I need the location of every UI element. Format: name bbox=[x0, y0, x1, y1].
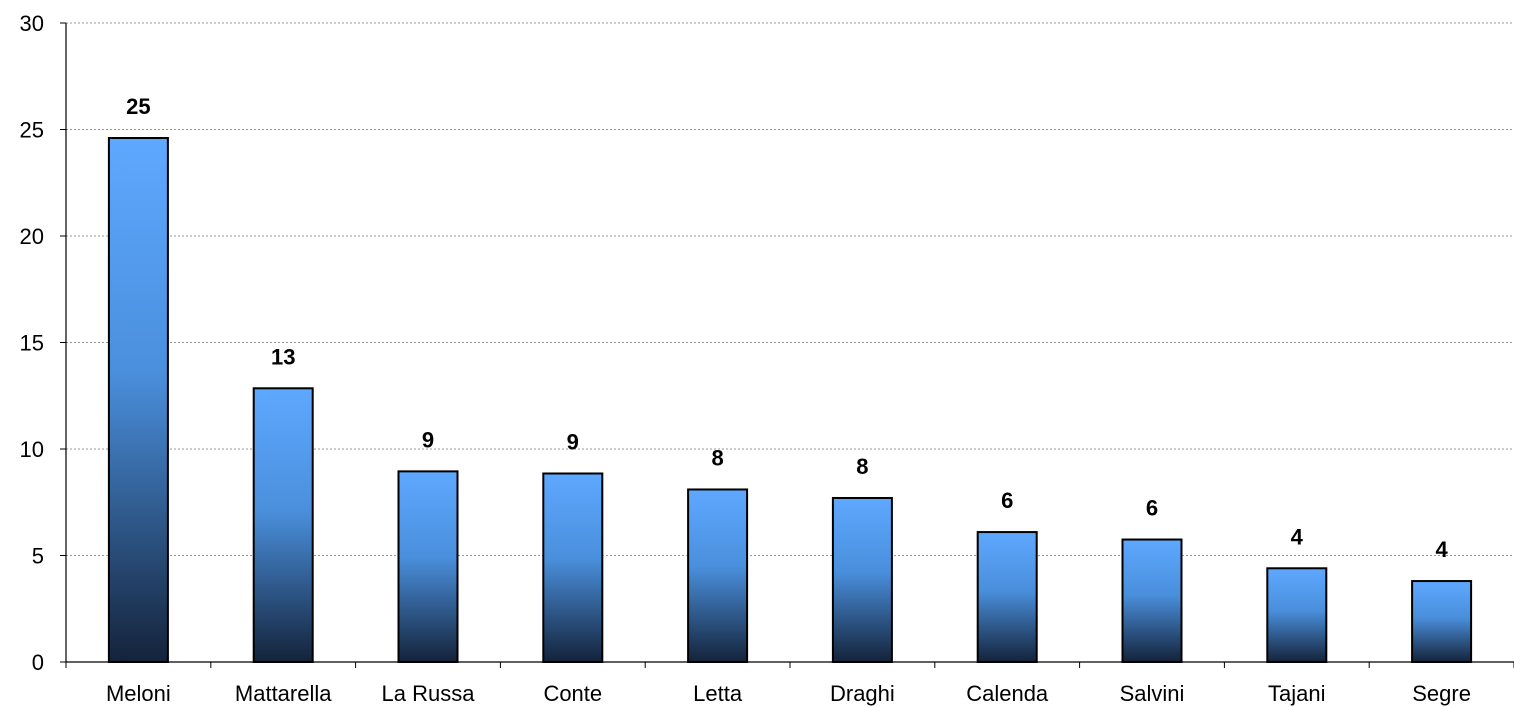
data-label: 8 bbox=[711, 445, 723, 470]
bars bbox=[107, 137, 1473, 664]
bar-letta bbox=[687, 488, 749, 663]
y-tick-label: 0 bbox=[32, 650, 44, 675]
bar-segre bbox=[1411, 580, 1473, 663]
data-label: 13 bbox=[271, 344, 295, 369]
bar-draghi bbox=[831, 496, 893, 663]
y-tick-label: 15 bbox=[20, 331, 44, 356]
x-tick-label: Meloni bbox=[106, 681, 171, 706]
y-tick-label: 5 bbox=[32, 544, 44, 569]
x-tick-label: Conte bbox=[543, 681, 602, 706]
data-label: 25 bbox=[126, 94, 150, 119]
data-label: 9 bbox=[422, 427, 434, 452]
y-tick-label: 10 bbox=[20, 437, 44, 462]
data-label: 9 bbox=[567, 429, 579, 454]
data-label: 8 bbox=[856, 454, 868, 479]
data-label: 4 bbox=[1435, 537, 1448, 562]
x-tick-label: Letta bbox=[693, 681, 743, 706]
x-tick-label: Calenda bbox=[966, 681, 1049, 706]
x-tick-label: La Russa bbox=[382, 681, 476, 706]
data-label: 4 bbox=[1291, 524, 1304, 549]
y-tick-label: 25 bbox=[20, 118, 44, 143]
y-tick-label: 30 bbox=[20, 11, 44, 36]
bar-meloni bbox=[107, 137, 169, 663]
bar-la-russa bbox=[397, 470, 459, 663]
x-tick-label: Tajani bbox=[1268, 681, 1325, 706]
x-tick-label: Draghi bbox=[830, 681, 895, 706]
bar-conte bbox=[542, 472, 604, 663]
bar-tajani bbox=[1266, 567, 1328, 664]
bar-salvini bbox=[1121, 538, 1183, 664]
labels: 0 5 10 15 20 25 30 25 Meloni 13 Mattarella 9 La Russ… bbox=[20, 11, 1471, 706]
bar-calenda bbox=[976, 531, 1038, 663]
y-tick-label: 20 bbox=[20, 224, 44, 249]
data-label: 6 bbox=[1146, 496, 1158, 521]
data-label: 6 bbox=[1001, 488, 1013, 513]
x-tick-label: Mattarella bbox=[235, 681, 332, 706]
x-tick-label: Segre bbox=[1412, 681, 1471, 706]
bar-mattarella bbox=[252, 387, 314, 663]
x-tick-label: Salvini bbox=[1120, 681, 1185, 706]
